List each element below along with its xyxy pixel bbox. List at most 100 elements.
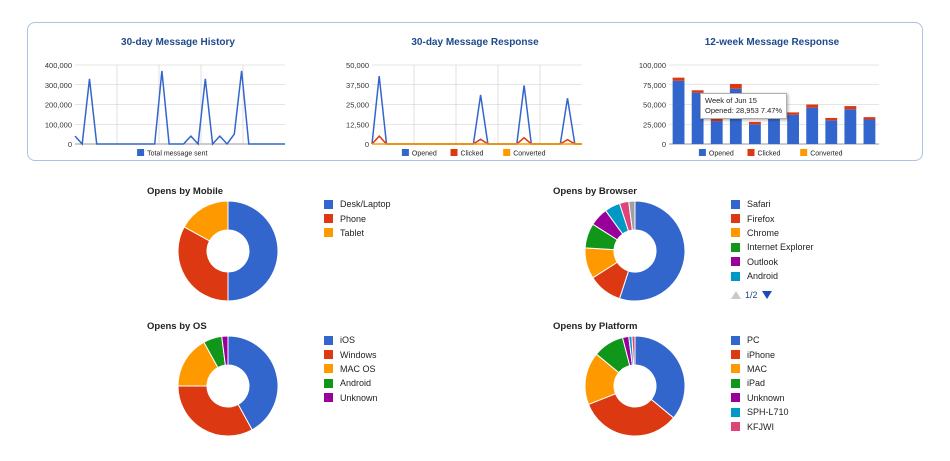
y-tick-label: 37,500 [346, 81, 369, 90]
legend-swatch [731, 422, 740, 432]
legend-swatch [731, 257, 740, 267]
bar-opened [768, 117, 780, 144]
pie-slice-tablet [183, 200, 229, 242]
legend-swatch [698, 149, 706, 156]
legend-item: Outlook [731, 255, 814, 269]
chart-title: 30-day Message Response [411, 37, 539, 48]
legend-label: Internet Explorer [747, 242, 814, 253]
legend-item: Android [324, 376, 378, 390]
legend-swatch [731, 378, 740, 388]
legend-item: MAC [731, 362, 789, 376]
browser-legend: Safari Firefox Chrome Internet Explorer Outl… [731, 197, 814, 283]
chart-title: 30-day Message History [121, 37, 235, 48]
legend-item: SPH-L710 [731, 405, 789, 419]
legend-label: MAC OS [340, 363, 376, 374]
legend-swatch [800, 149, 808, 156]
y-tick-label: 100,000 [45, 120, 72, 129]
y-tick-label: 0 [365, 140, 369, 149]
legend-label: MAC [747, 363, 767, 374]
legend-swatch [731, 242, 740, 252]
legend-item: KFJWI [731, 419, 789, 433]
os-legend: iOS Windows MAC OS Android Unknown [324, 333, 378, 405]
bar-clicked [691, 90, 704, 93]
legend-label: Android [747, 271, 779, 282]
browser-pie-title: Opens by Browser [553, 186, 637, 197]
legend-swatch [324, 378, 333, 388]
pie-slice-iphone [587, 393, 675, 437]
bar-clicked [863, 117, 876, 120]
bar-clicked [844, 106, 857, 110]
y-tick-label: 200,000 [45, 101, 72, 110]
bar-opened [691, 92, 704, 144]
tooltip-week: Week of Jun 15 [705, 96, 757, 105]
bar-opened [710, 121, 723, 144]
weekly-response-chart: 12-week Message Response 100,000 75,000 50… [622, 23, 922, 160]
y-tick-label: 12,500 [346, 120, 369, 129]
legend-item: Internet Explorer [731, 240, 814, 254]
bar-opened [787, 114, 800, 144]
legend-item: Unknown [731, 391, 789, 405]
next-page-icon[interactable] [761, 291, 772, 299]
bar-opened [806, 107, 819, 144]
legend-label: Unknown [340, 392, 378, 403]
bar-opened [825, 120, 838, 144]
platform-pie-chart [584, 335, 686, 437]
pie-slice-kfjwi [631, 335, 636, 366]
message-history-chart: 30-day Message History 400,000 300,000 200… [28, 23, 328, 160]
legend-label: SPH-L710 [747, 407, 789, 418]
browser-pie-chart [584, 200, 686, 302]
summary-panel: 30-day Message History 400,000 300,000 200… [27, 22, 923, 161]
bar-clicked [787, 112, 800, 115]
y-tick-label: 400,000 [45, 61, 72, 70]
legend-swatch [731, 199, 740, 209]
legend-swatch [450, 149, 458, 156]
y-tick-label: 50,000 [643, 101, 666, 110]
bar-clicked [710, 118, 723, 122]
legend-label: Android [340, 378, 372, 389]
legend-swatch [731, 364, 740, 374]
pie-slice-ios [227, 335, 279, 431]
pie-slice-other [628, 200, 636, 231]
legend-label: KFJWI [747, 421, 774, 432]
pie-slice-unknown [221, 335, 229, 366]
bar-clicked [825, 117, 838, 121]
legend-item: iPhone [731, 347, 789, 361]
pie-slice-phone [177, 226, 229, 302]
prev-page-icon[interactable] [731, 291, 741, 299]
legend-label: Tablet [340, 227, 365, 238]
bar-clicked [672, 77, 685, 81]
bar-clicked [748, 121, 761, 125]
legend-swatch [324, 214, 333, 224]
os-pie-chart [177, 335, 279, 437]
legend-label: Converted [810, 151, 842, 158]
legend-item: iPad [731, 376, 789, 390]
legend-label: Converted [513, 151, 545, 158]
y-tick-label: 25,000 [346, 101, 369, 110]
legend-label: Firefox [747, 213, 775, 224]
legend-item: Firefox [731, 211, 814, 225]
legend-swatch [401, 149, 409, 156]
legend-label: Opened [709, 151, 734, 158]
os-pie-title: Opens by OS [147, 321, 207, 332]
page-indicator: 1/2 [745, 290, 758, 300]
bar-opened [672, 80, 685, 144]
chart-title: 12-week Message Response [704, 37, 840, 48]
legend-swatch [731, 393, 740, 403]
y-tick-label: 0 [68, 140, 72, 149]
bar-clicked [806, 104, 819, 108]
legend-item: PC [731, 333, 789, 347]
legend-item: Windows [324, 347, 378, 361]
y-tick-label: 300,000 [45, 81, 72, 90]
y-tick-label: 75,000 [643, 81, 666, 90]
legend-swatch [731, 271, 740, 281]
legend-item: Unknown [324, 391, 378, 405]
bar-clicked [729, 83, 742, 89]
legend-label: Chrome [747, 227, 780, 238]
pie-slice-pc [634, 335, 686, 419]
legend-swatch [324, 335, 333, 345]
series-line-total-message-sent [74, 70, 285, 146]
legend-pager: 1/2 [731, 290, 772, 300]
legend-label: Safari [747, 199, 771, 210]
legend-label: Outlook [747, 256, 779, 267]
legend-item: Desk/Laptop [324, 197, 391, 211]
